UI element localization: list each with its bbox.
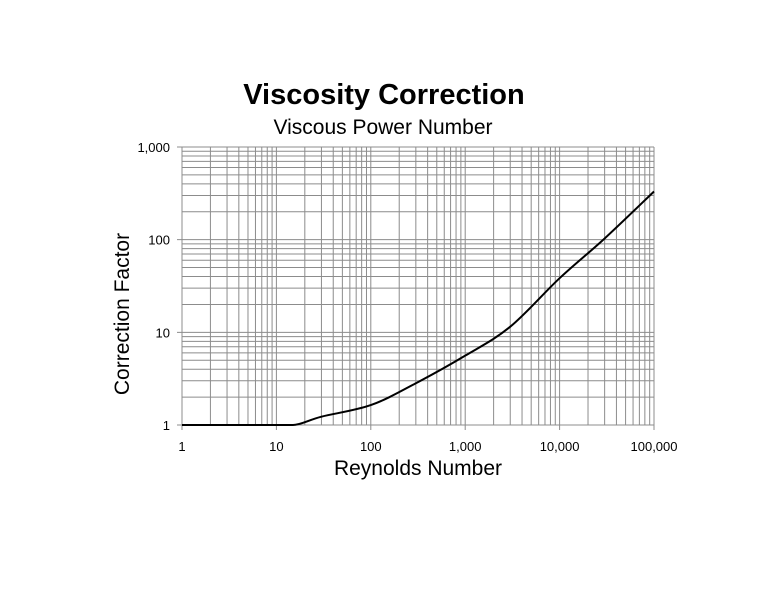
y-axis-label: Correction Factor [111, 233, 134, 395]
x-tick-label: 1,000 [449, 439, 482, 454]
y-tick-label: 1,000 [137, 140, 170, 155]
chart-title: Viscosity Correction [243, 79, 525, 111]
y-tick-label: 1 [163, 418, 170, 433]
x-tick-label: 10 [269, 439, 283, 454]
chart-subtitle: Viscous Power Number [273, 116, 492, 139]
x-tick-label: 10,000 [540, 439, 580, 454]
grid [177, 146, 655, 430]
y-tick-label: 10 [156, 325, 170, 340]
x-axis-label: Reynolds Number [334, 457, 502, 480]
x-tick-label: 100,000 [631, 439, 678, 454]
y-tick-label: 100 [148, 233, 170, 248]
x-tick-label: 100 [360, 439, 382, 454]
tick-labels: 1 10 100 1,000 10,000 100,000 1 10 100 1,000 [137, 140, 677, 454]
series-line [182, 190, 655, 426]
x-tick-label: 1 [178, 439, 185, 454]
